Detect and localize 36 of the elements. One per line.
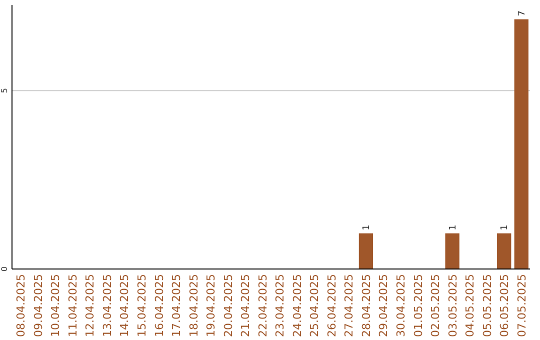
x-tick-label: 22.04.2025 <box>256 274 270 337</box>
x-tick-label: 08.04.2025 <box>14 274 28 337</box>
x-tick-label: 16.04.2025 <box>152 274 166 337</box>
x-tick-label: 10.04.2025 <box>49 274 62 337</box>
x-tick-label: 21.04.2025 <box>239 274 252 337</box>
x-tick-label: 19.04.2025 <box>204 274 218 337</box>
x-tick-label: 30.04.2025 <box>394 274 408 337</box>
x-tick-label: 07.05.2025 <box>515 274 528 337</box>
x-tick-label: 13.04.2025 <box>100 274 114 337</box>
data-label: 1 <box>362 224 372 230</box>
x-tick-label: 12.04.2025 <box>84 274 97 337</box>
x-tick-label: 05.05.2025 <box>480 274 494 337</box>
x-tick-label: 09.04.2025 <box>32 274 45 337</box>
x-tick-label: 02.05.2025 <box>429 274 442 337</box>
data-label: 1 <box>448 224 458 230</box>
x-tick-label: 25.04.2025 <box>308 274 322 337</box>
x-tick-label: 27.04.2025 <box>342 274 356 337</box>
x-tick-label: 29.04.2025 <box>377 274 390 337</box>
x-tick-label: 01.05.2025 <box>412 274 425 337</box>
x-tick-label: 17.04.2025 <box>170 274 184 337</box>
x-tick-label: 06.05.2025 <box>498 274 512 337</box>
data-label: 1 <box>500 224 510 230</box>
y-tick-label: 0 <box>0 266 9 272</box>
x-tick-label: 20.04.2025 <box>222 274 235 337</box>
x-tick-label: 14.04.2025 <box>118 274 132 337</box>
x-tick-label: 26.04.2025 <box>325 274 338 337</box>
x-tick-label: 15.04.2025 <box>136 274 148 337</box>
x-tick-label: 04.05.2025 <box>464 274 477 337</box>
x-tick-label: 24.04.2025 <box>290 274 304 337</box>
x-tick-label: 11.04.2025 <box>66 274 80 337</box>
y-tick-label: 5 <box>0 88 9 94</box>
x-tick-label: 18.04.2025 <box>187 274 200 337</box>
x-tick-label: 23.04.2025 <box>274 274 287 337</box>
data-label: 7 <box>517 10 528 16</box>
x-tick-label: 28.04.2025 <box>360 274 373 337</box>
x-tick-label: 03.05.2025 <box>446 274 460 337</box>
